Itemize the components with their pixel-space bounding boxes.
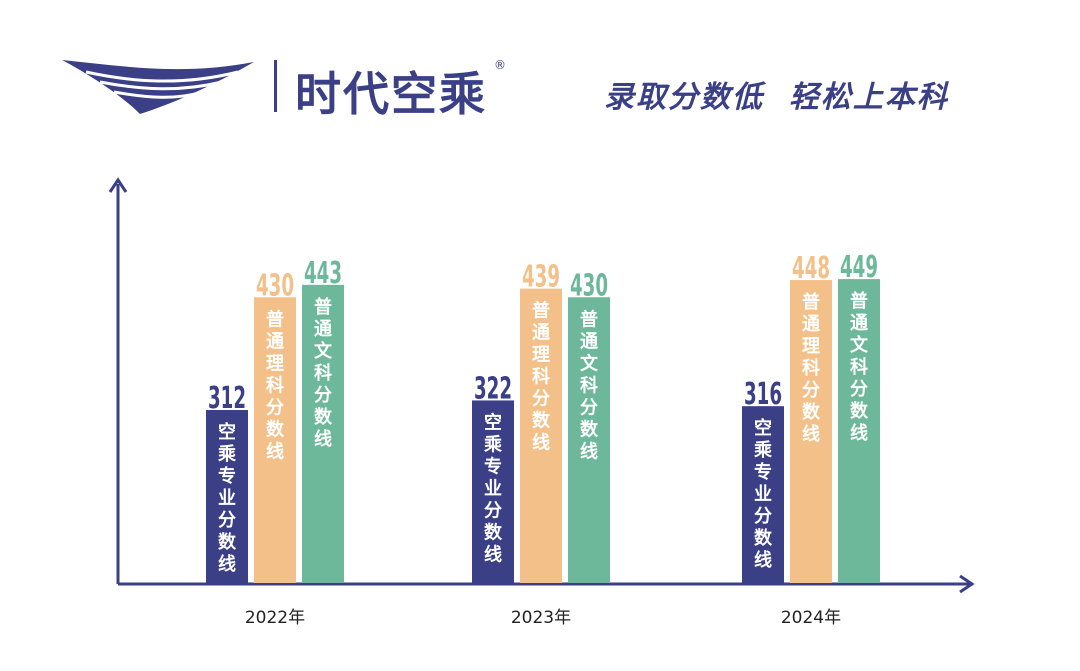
bar-value-label: 312	[208, 381, 246, 416]
chart-axes	[108, 177, 975, 594]
bar-series-name-label: 空乘专业分数线	[753, 417, 773, 571]
bar-2023-series-3	[568, 297, 610, 583]
bar-series-name-label: 普通理科分数线	[802, 291, 821, 445]
bar-series-name-label: 空乘专业分数线	[483, 411, 503, 565]
y-axis-arrow-icon	[108, 177, 128, 193]
bar-value-label: 322	[474, 371, 512, 406]
bar-value-label: 430	[570, 268, 608, 303]
logo-wings-icon	[62, 60, 254, 114]
bar-series-name-label: 普通理科分数线	[532, 300, 551, 454]
bar-2023-series-2	[520, 288, 562, 583]
slogan: 录取分数低 轻松上本科	[604, 80, 949, 115]
chart-labels: 312 空乘专业分数线 430 普通理科分数线 443 普通文科分数线 2022年 322 空乘…	[208, 250, 878, 628]
x-axis-arrow-icon	[959, 574, 975, 594]
bar-value-label: 443	[304, 256, 342, 291]
bar-series-name-label: 普通文科分数线	[314, 296, 333, 450]
bar-value-label: 430	[256, 268, 294, 303]
brand-name: 时代空乘	[295, 67, 487, 121]
bar-series-name-label: 普通理科分数线	[266, 308, 285, 462]
x-tick-label: 2023年	[511, 608, 571, 628]
bar-2022-series-1	[206, 410, 248, 583]
bar-2022-series-3	[302, 284, 344, 583]
logo-divider	[274, 60, 277, 112]
bar-value-label: 448	[792, 251, 830, 286]
bar-series-name-label: 空乘专业分数线	[217, 421, 237, 575]
chart-bars	[206, 279, 880, 583]
bar-value-label: 439	[522, 260, 560, 295]
bar-value-label: 449	[840, 250, 878, 285]
bar-2022-series-2	[254, 297, 296, 583]
bar-2024-series-1	[742, 406, 784, 583]
x-tick-label: 2022年	[245, 608, 305, 628]
bar-value-label: 316	[744, 377, 782, 412]
bar-2024-series-2	[790, 280, 832, 583]
bar-series-name-label: 普通文科分数线	[850, 290, 869, 444]
bar-series-name-label: 普通文科分数线	[580, 308, 599, 462]
bar-2024-series-3	[838, 279, 880, 583]
registered-mark: ®	[494, 58, 506, 72]
bar-2023-series-1	[472, 400, 514, 583]
x-tick-label: 2024年	[781, 608, 841, 628]
